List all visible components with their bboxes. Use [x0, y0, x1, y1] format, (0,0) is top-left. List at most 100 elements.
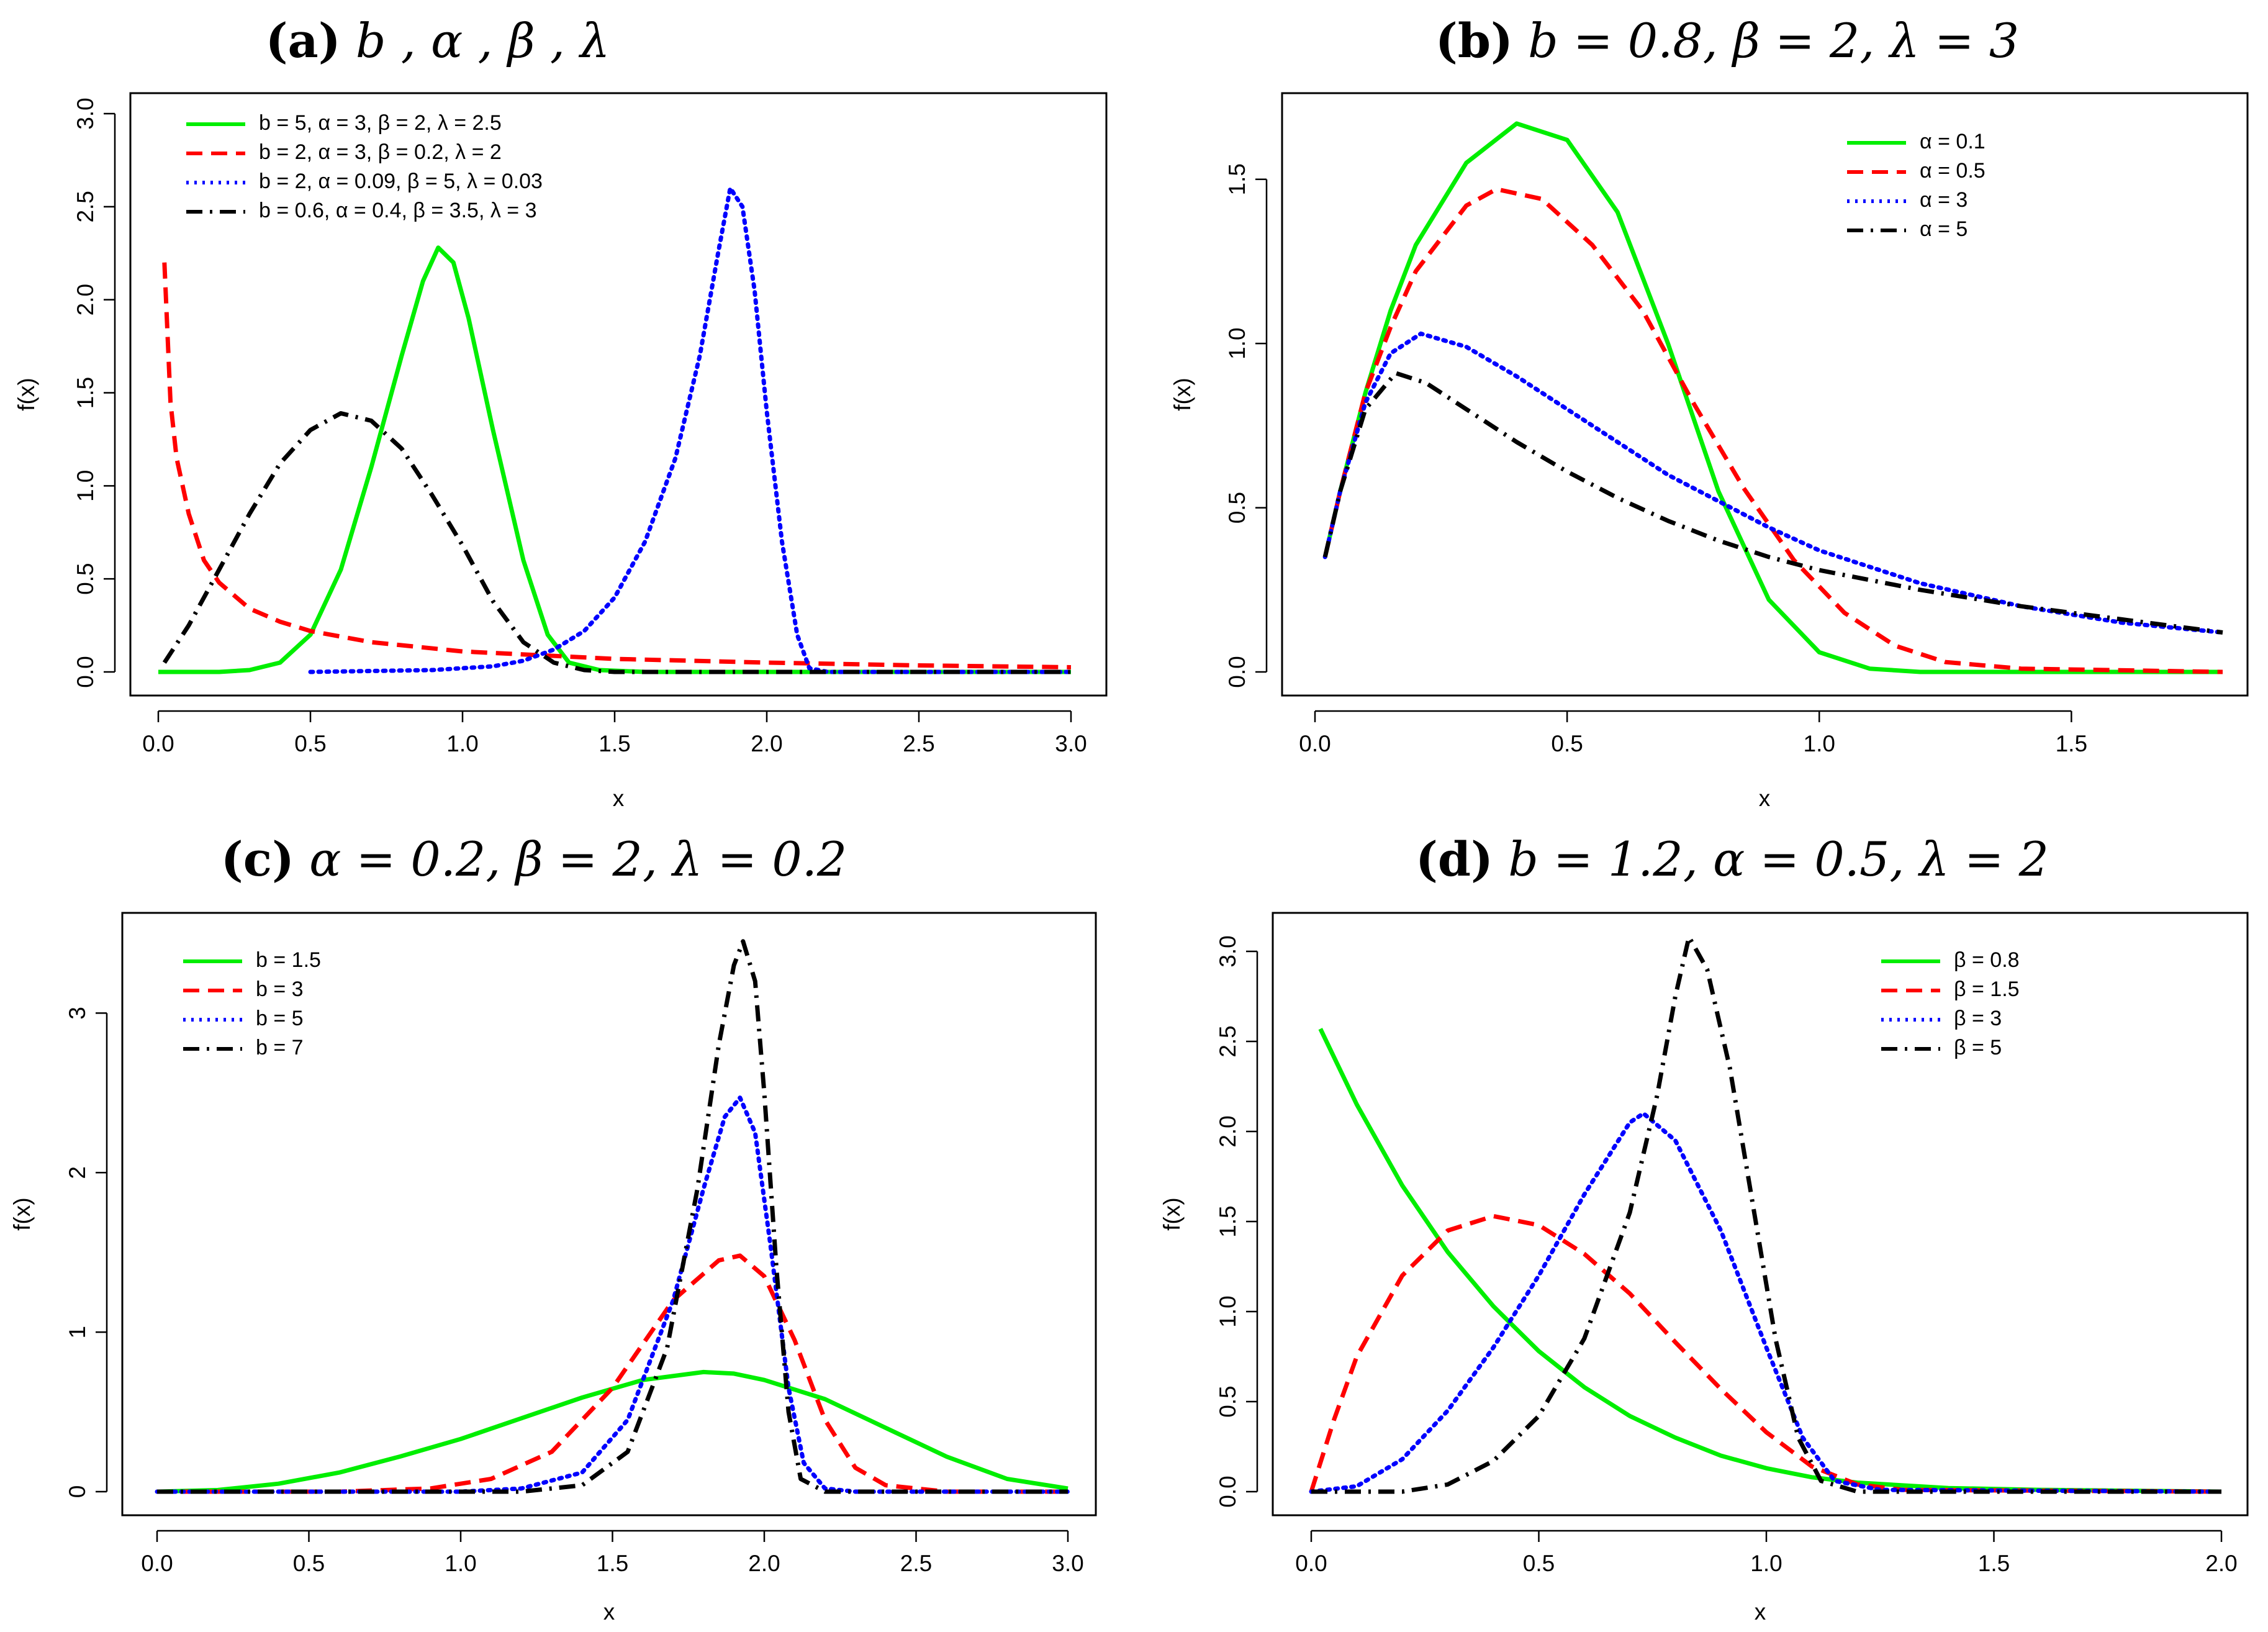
y-tick-label: 0.0: [1224, 656, 1250, 687]
series-line-4: [1322, 371, 2223, 635]
y-tick-label: 0.5: [1215, 1385, 1240, 1417]
legend-label-3: b = 2, α = 0.09, β = 5, λ = 0.03: [259, 170, 543, 193]
legend-label-2: α = 0.5: [1920, 159, 1986, 183]
y-tick-label: 0.5: [1224, 492, 1250, 524]
series-line-3: [1309, 1111, 2224, 1494]
panel-b-x-axis-label: x: [1759, 786, 1771, 811]
legend-label-3: b = 5: [256, 1007, 304, 1030]
series-line-4: [1311, 935, 2221, 1494]
y-tick-label: 1.5: [73, 377, 98, 409]
y-tick-label: 1.0: [1224, 327, 1250, 359]
series-line-2: [157, 1253, 1068, 1494]
panel-b-x-ticks: 0.0 0.5 1.0 1.5: [1299, 710, 2087, 756]
x-tick-label: 1.0: [445, 1551, 476, 1576]
legend-label-4: b = 7: [256, 1036, 304, 1059]
legend-label-2: b = 2, α = 3, β = 0.2, λ = 2: [259, 140, 502, 164]
y-tick-label: 2.0: [73, 284, 98, 315]
x-tick-label: 2.5: [903, 731, 934, 756]
panel-c-plot-frame: [121, 912, 1097, 1516]
legend-label-4: α = 5: [1920, 217, 1968, 241]
y-tick-label: 2.5: [73, 191, 98, 222]
panel-a-x-ticks: 0.0 0.5 1.0 1.5 2.0 2.5 3.0: [142, 710, 1087, 756]
y-tick-label: 1.5: [1215, 1205, 1240, 1237]
x-tick-label: 1.0: [1804, 731, 1835, 756]
x-tick-label: 0.5: [293, 1551, 325, 1576]
panel-c-title-params: α = 0.2, β = 2, λ = 0.2: [309, 832, 847, 887]
panel-d-x-ticks: 0.0 0.5 1.0 1.5 2.0: [1295, 1530, 2238, 1576]
panel-b-legend: α = 0.1 α = 0.5 α = 3 α = 5: [1847, 130, 1986, 241]
panel-b-y-ticks: 0.0 0.5 1.0 1.5: [1224, 163, 1268, 688]
series-line-3: [1322, 331, 2225, 635]
panel-b-title-tag: (b): [1435, 13, 1513, 68]
panel-a-y-axis-label: f(x): [14, 378, 39, 410]
legend-label-1: b = 5, α = 3, β = 2, λ = 2.5: [259, 111, 502, 135]
legend-label-1: b = 1.5: [256, 948, 321, 972]
x-tick-label: 3.0: [1055, 731, 1087, 756]
panel-c-series: [155, 939, 1070, 1494]
legend-label-1: α = 0.1: [1920, 130, 1986, 153]
panel-d-series: [1309, 935, 2224, 1494]
y-tick-label: 1.0: [73, 470, 98, 502]
y-tick-label: 2: [65, 1166, 90, 1179]
x-tick-label: 0.0: [1299, 731, 1331, 756]
panel-c-y-axis-label: f(x): [9, 1197, 35, 1230]
legend-label-1: β = 0.8: [1954, 948, 2020, 972]
panel-b-title-params: b = 0.8, β = 2, λ = 3: [1528, 13, 2019, 68]
legend-label-4: b = 0.6, α = 0.4, β = 3.5, λ = 3: [259, 199, 537, 222]
panel-c-y-ticks: 0 1 2 3: [65, 1007, 108, 1498]
series-line-3: [155, 1095, 1070, 1494]
panel-d-title: (d) b = 1.2, α = 0.5, λ = 2: [1416, 832, 2049, 887]
y-tick-label: 0.5: [73, 563, 98, 594]
x-tick-label: 1.0: [446, 731, 478, 756]
panel-a-plot-frame: [129, 92, 1108, 697]
series-line-1: [158, 245, 1071, 674]
panel-d-legend: β = 0.8 β = 1.5 β = 3 β = 5: [1881, 948, 2020, 1059]
x-tick-label: 2.0: [2205, 1551, 2237, 1576]
panel-a-title-params: b , α , β , λ: [356, 13, 610, 68]
y-tick-label: 2.0: [1215, 1115, 1240, 1147]
panel-b-plot-frame: [1281, 92, 2249, 697]
panel-c-x-axis-label: x: [603, 1599, 615, 1625]
panel-a-x-axis-label: x: [613, 786, 625, 811]
y-tick-label: 3.0: [1215, 935, 1240, 967]
panel-c-legend: b = 1.5 b = 3 b = 5 b = 7: [183, 948, 321, 1059]
panel-a: (a) b , α , β , λ 0.0 0.5 1.0 1.5 2.0 2.5 3.0 …: [14, 13, 1108, 811]
x-tick-label: 0.5: [1551, 731, 1583, 756]
x-tick-label: 2.0: [748, 1551, 780, 1576]
series-line-2: [1309, 1213, 2222, 1494]
panel-b-series: [1322, 121, 2225, 674]
y-tick-label: 2.5: [1215, 1025, 1240, 1057]
x-tick-label: 1.0: [1750, 1551, 1782, 1576]
y-tick-label: 1.0: [1215, 1295, 1240, 1327]
x-tick-label: 2.5: [900, 1551, 932, 1576]
x-tick-label: 3.0: [1052, 1551, 1083, 1576]
panel-d-y-ticks: 0.0 0.5 1.0 1.5 2.0 2.5 3.0: [1215, 935, 1258, 1508]
x-tick-label: 1.5: [1978, 1551, 2010, 1576]
panel-b: (b) b = 0.8, β = 2, λ = 3 0.0 0.5 1.0 1.5 0…: [1170, 13, 2249, 811]
x-tick-label: 0.0: [142, 731, 174, 756]
series-line-1: [1318, 1028, 2222, 1494]
legend-label-2: b = 3: [256, 977, 304, 1001]
y-tick-label: 3.0: [73, 97, 98, 129]
series-line-1: [1322, 121, 2223, 674]
panel-a-legend: b = 5, α = 3, β = 2, λ = 2.5 b = 2, α = 3…: [186, 111, 543, 222]
legend-label-3: β = 3: [1954, 1007, 2002, 1030]
legend-label-2: β = 1.5: [1954, 977, 2020, 1001]
series-line-2: [162, 262, 1072, 669]
series-line-4: [162, 411, 1071, 674]
y-tick-label: 0.0: [73, 656, 98, 687]
panel-d: (d) b = 1.2, α = 0.5, λ = 2 0.0 0.5 1.0 1.5…: [1159, 832, 2249, 1625]
x-tick-label: 1.5: [2056, 731, 2087, 756]
x-tick-label: 1.5: [597, 1551, 628, 1576]
panel-d-x-axis-label: x: [1755, 1599, 1766, 1625]
x-tick-label: 0.0: [1295, 1551, 1327, 1576]
panel-d-plot-frame: [1272, 912, 2249, 1516]
panel-b-y-axis-label: f(x): [1170, 378, 1195, 410]
y-tick-label: 0.0: [1215, 1476, 1240, 1507]
x-tick-label: 0.5: [294, 731, 326, 756]
panel-c-title: (c) α = 0.2, β = 2, λ = 0.2: [221, 832, 847, 887]
legend-label-3: α = 3: [1920, 188, 1968, 212]
x-tick-label: 0.5: [1523, 1551, 1555, 1576]
series-line-3: [308, 186, 1073, 674]
